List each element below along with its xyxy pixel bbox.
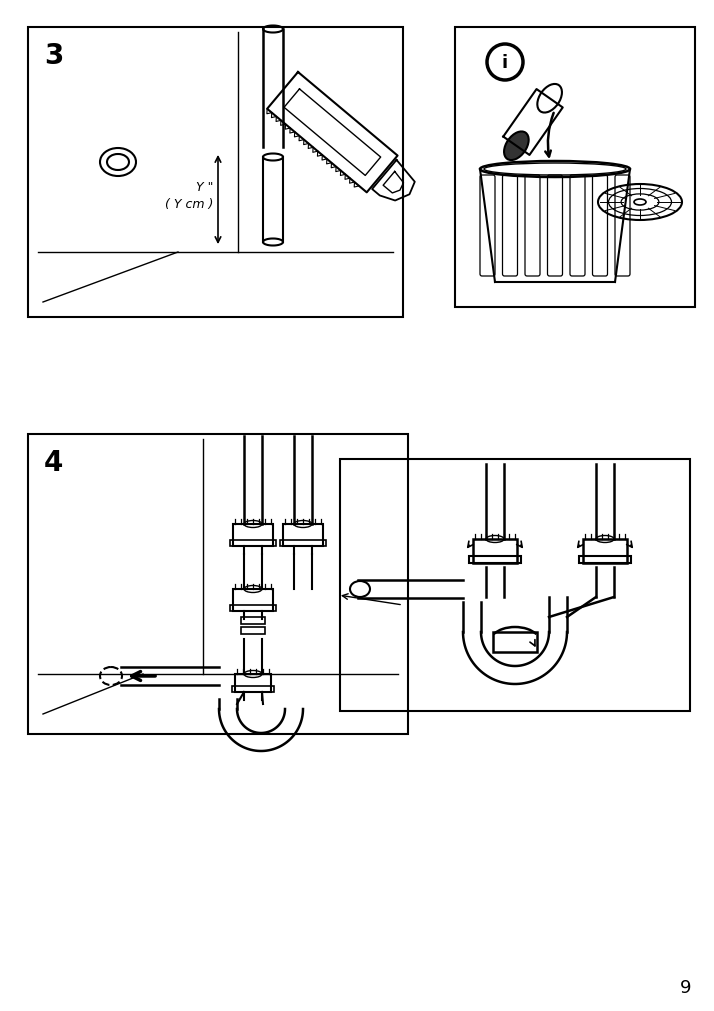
Bar <box>241 628 265 634</box>
Bar <box>583 540 627 563</box>
Bar <box>230 541 276 547</box>
Bar <box>455 28 695 307</box>
Bar <box>280 541 326 547</box>
Text: 3: 3 <box>44 42 64 70</box>
Text: Y ": Y " <box>196 181 213 194</box>
Bar <box>469 556 521 563</box>
Text: i: i <box>502 54 508 72</box>
Bar <box>579 556 631 563</box>
Bar <box>473 540 517 563</box>
Bar <box>241 618 265 625</box>
Bar <box>235 674 271 693</box>
Bar <box>493 632 537 652</box>
Bar <box>230 606 276 612</box>
Ellipse shape <box>538 85 562 113</box>
Bar <box>283 525 323 547</box>
Bar <box>28 435 408 734</box>
Bar <box>28 28 403 317</box>
Text: 9: 9 <box>680 978 692 996</box>
Text: 4: 4 <box>44 449 64 476</box>
Bar <box>233 589 273 612</box>
Bar <box>340 460 690 712</box>
Bar <box>233 525 273 547</box>
Bar <box>232 686 274 693</box>
Text: ( Y cm ): ( Y cm ) <box>165 198 213 211</box>
Ellipse shape <box>504 132 528 161</box>
